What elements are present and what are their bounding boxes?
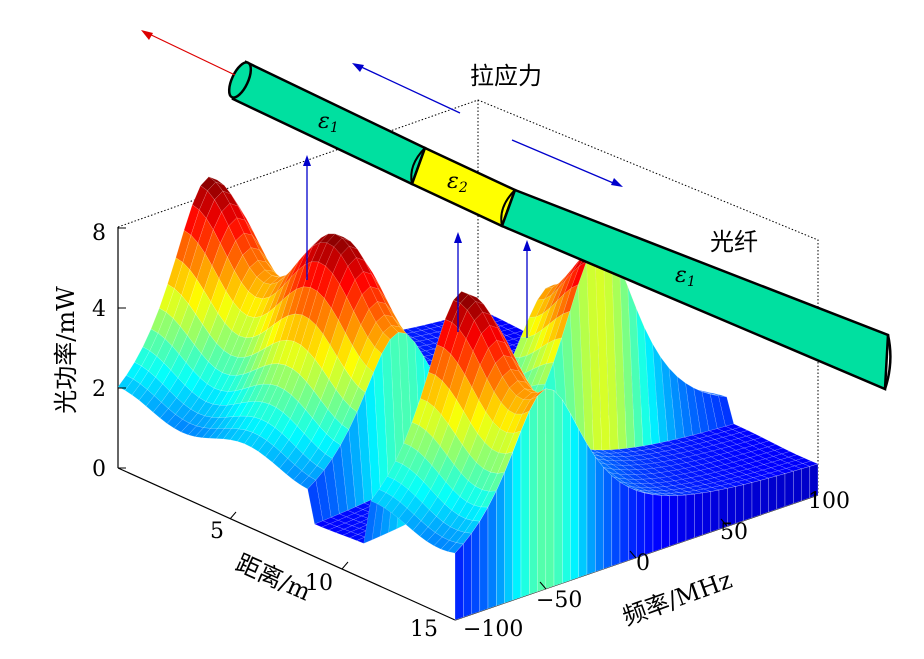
surface-front-wall — [553, 389, 563, 587]
surface-front-wall — [504, 451, 514, 604]
surface-front-wall — [562, 398, 571, 584]
vertical-arrows — [303, 155, 531, 338]
frequency-tick-label: 100 — [808, 489, 850, 514]
distance-tick-label: 15 — [410, 617, 438, 642]
strain-arrow-head — [303, 155, 311, 166]
surface-front-wall — [603, 466, 613, 570]
epsilon-1-left: ε1 — [318, 109, 339, 136]
fiber: ε1 ε2 ε1 — [227, 60, 892, 391]
surface-front-wall — [628, 486, 637, 561]
surface-front-wall — [636, 490, 646, 558]
distance-tick-label: 10 — [305, 571, 333, 596]
surface-front-wall — [537, 388, 547, 592]
surface-front-wall — [652, 494, 662, 553]
surface-front-wall — [793, 468, 802, 504]
distance-ticks: 5 10 15 — [210, 511, 438, 642]
frequency-ticks: −100 −50 0 50 100 — [463, 489, 850, 642]
tension-arrow-right-head — [611, 178, 623, 187]
surface-front-wall — [644, 492, 654, 556]
z-tick-label: 4 — [92, 297, 106, 322]
surface-front-wall — [661, 495, 670, 550]
distance-axis-label: 距离/m — [232, 549, 316, 607]
surface-front-wall — [529, 395, 538, 595]
surface-front-wall — [809, 463, 819, 499]
strain-arrow-head — [523, 240, 531, 251]
surface-front-wall — [611, 475, 621, 567]
power-surface — [117, 176, 819, 621]
surface-front-wall — [784, 470, 794, 507]
surface-front-wall — [570, 413, 580, 581]
tension-arrow-left — [356, 64, 461, 114]
tension-arrow-right — [511, 139, 619, 186]
stress-label: 拉应力 — [470, 62, 542, 90]
surface-front-wall — [463, 532, 472, 618]
surface-front-wall — [595, 456, 604, 573]
surface-front-wall — [496, 472, 505, 607]
surface-front-wall — [685, 493, 695, 541]
pull-arrow — [144, 31, 236, 76]
frequency-tick-label: −100 — [463, 617, 523, 642]
frequency-tick-label: 0 — [636, 551, 650, 576]
surface-front-wall — [776, 473, 786, 510]
surface-front-wall — [702, 491, 712, 536]
surface-front-wall — [454, 543, 464, 621]
surface-front-wall — [710, 489, 720, 533]
surface-front-wall — [751, 480, 761, 519]
surface-front-wall — [619, 481, 629, 564]
distance-tick-label: 5 — [210, 519, 224, 544]
tension-arrow-left-head — [352, 63, 364, 72]
pull-arrow-head — [141, 30, 153, 40]
z-tick-label: 2 — [92, 377, 106, 402]
surface-front-wall — [677, 494, 687, 544]
surface-front-wall — [768, 475, 778, 513]
force-arrows — [141, 30, 623, 187]
surface-front-wall — [760, 477, 769, 516]
surface-front-wall — [669, 495, 679, 547]
z-ticks: 0 2 4 8 — [92, 221, 126, 482]
fiber-label: 光纤 — [710, 228, 758, 256]
surface-front-wall — [694, 492, 703, 538]
z-tick-label: 0 — [92, 457, 106, 482]
surface-front-wall — [520, 411, 530, 598]
surface-front-wall — [578, 428, 588, 578]
strain-arrow-head — [454, 232, 462, 243]
joint-2 — [500, 189, 516, 227]
surface-front-wall — [487, 490, 497, 609]
surface-front-wall — [545, 388, 555, 590]
surface-front-wall — [512, 430, 522, 601]
fiber-end-left — [227, 61, 253, 99]
frequency-tick-label: −50 — [536, 588, 582, 613]
frequency-tick-label: 50 — [720, 520, 748, 545]
surface-front-wall — [586, 443, 596, 575]
z-axis-label: 光功率/mW — [52, 286, 80, 414]
joint-1 — [410, 147, 426, 185]
surface-front-wall — [471, 520, 481, 615]
surface-front-wall — [743, 482, 753, 521]
surface-front-wall — [479, 506, 489, 612]
epsilon-2: ε2 — [447, 169, 468, 196]
surface-front-wall — [735, 484, 745, 524]
z-tick-label: 8 — [92, 221, 106, 246]
fiber-end-right — [883, 334, 892, 390]
epsilon-1-right: ε1 — [675, 263, 696, 290]
distance-axis-line — [117, 467, 456, 621]
